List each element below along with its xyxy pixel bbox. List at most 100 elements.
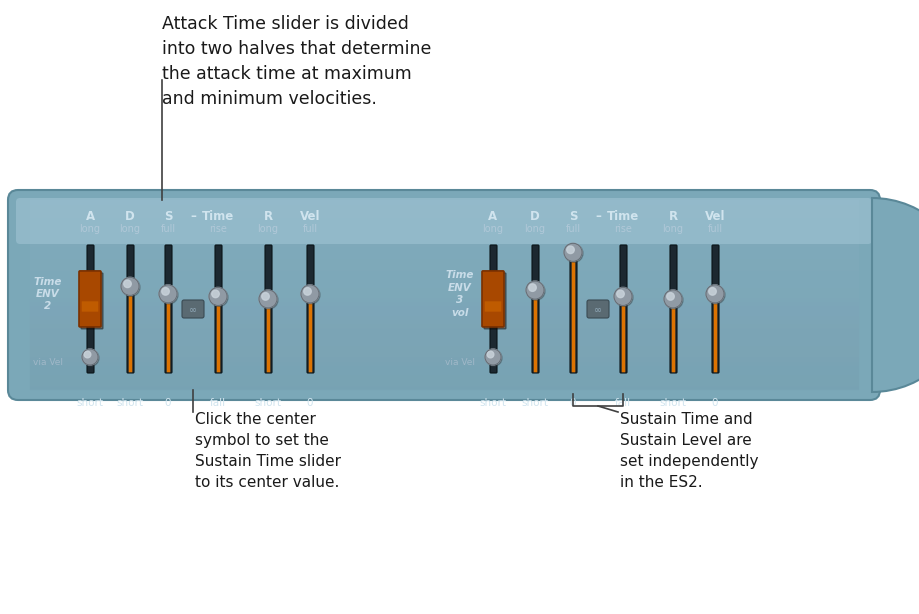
Text: Time
ENV
3
vol: Time ENV 3 vol (446, 270, 473, 317)
FancyBboxPatch shape (619, 245, 627, 373)
Text: Time: Time (607, 210, 639, 223)
Circle shape (616, 290, 624, 298)
FancyBboxPatch shape (87, 245, 94, 373)
Wedge shape (871, 198, 919, 392)
Circle shape (259, 290, 277, 308)
FancyBboxPatch shape (586, 300, 608, 318)
Text: full: full (160, 224, 176, 234)
Circle shape (211, 290, 219, 298)
Circle shape (485, 350, 502, 366)
Text: via Vel: via Vel (445, 357, 474, 367)
FancyBboxPatch shape (490, 245, 496, 373)
FancyBboxPatch shape (165, 245, 172, 373)
Circle shape (666, 293, 674, 300)
FancyBboxPatch shape (182, 300, 204, 318)
Circle shape (705, 285, 723, 303)
FancyBboxPatch shape (79, 271, 101, 327)
Circle shape (301, 285, 319, 303)
Text: ∞: ∞ (188, 305, 197, 315)
Circle shape (664, 291, 682, 309)
Text: short: short (255, 398, 281, 408)
FancyBboxPatch shape (483, 273, 505, 329)
FancyBboxPatch shape (129, 286, 132, 372)
Circle shape (613, 287, 631, 305)
Circle shape (301, 286, 320, 304)
FancyBboxPatch shape (127, 245, 134, 373)
Text: 0: 0 (569, 398, 575, 408)
Circle shape (209, 287, 227, 305)
Text: Vel: Vel (704, 210, 724, 223)
Text: long: long (662, 224, 683, 234)
FancyBboxPatch shape (267, 298, 270, 372)
Text: rise: rise (613, 224, 631, 234)
Text: A: A (85, 210, 95, 223)
Text: Click the center
symbol to set the
Sustain Time slider
to its center value.: Click the center symbol to set the Susta… (195, 412, 341, 490)
Circle shape (528, 284, 536, 292)
Circle shape (563, 243, 582, 262)
Circle shape (564, 244, 583, 262)
Circle shape (664, 290, 681, 308)
Circle shape (82, 349, 98, 365)
Text: Vel: Vel (300, 210, 320, 223)
Circle shape (123, 280, 131, 287)
FancyBboxPatch shape (621, 296, 625, 372)
Text: Time
ENV
2: Time ENV 2 (34, 276, 62, 311)
Text: full: full (707, 224, 721, 234)
Text: via Vel: via Vel (33, 357, 62, 367)
Text: long: long (79, 224, 100, 234)
Text: 0: 0 (306, 398, 312, 408)
Text: long: long (524, 224, 545, 234)
Text: fall: fall (210, 398, 226, 408)
Circle shape (210, 289, 228, 306)
Text: S: S (164, 210, 172, 223)
FancyBboxPatch shape (307, 245, 313, 373)
FancyBboxPatch shape (16, 198, 871, 244)
Text: long: long (119, 224, 141, 234)
FancyBboxPatch shape (713, 293, 717, 372)
Circle shape (162, 287, 169, 295)
Circle shape (706, 286, 724, 304)
Text: ∞: ∞ (594, 305, 601, 315)
Text: Sustain Time and
Sustain Level are
set independently
in the ES2.: Sustain Time and Sustain Level are set i… (619, 412, 757, 490)
Circle shape (708, 287, 716, 295)
Text: A: A (488, 210, 497, 223)
Text: 0: 0 (711, 398, 718, 408)
Text: full: full (302, 224, 317, 234)
FancyBboxPatch shape (669, 245, 676, 373)
Text: S: S (568, 210, 576, 223)
Circle shape (160, 286, 177, 304)
Text: R: R (263, 210, 272, 223)
Text: fall: fall (614, 398, 630, 408)
FancyBboxPatch shape (533, 290, 537, 372)
Text: short: short (76, 398, 104, 408)
Circle shape (122, 278, 140, 297)
Circle shape (159, 285, 176, 303)
FancyBboxPatch shape (265, 245, 272, 373)
Text: Attack Time slider is divided
into two halves that determine
the attack time at : Attack Time slider is divided into two h… (162, 15, 431, 108)
Text: short: short (521, 398, 548, 408)
FancyBboxPatch shape (8, 190, 879, 400)
FancyBboxPatch shape (217, 296, 220, 372)
Text: –: – (190, 210, 196, 223)
Text: Time: Time (201, 210, 233, 223)
Text: long: long (257, 224, 278, 234)
FancyBboxPatch shape (215, 245, 221, 373)
FancyBboxPatch shape (166, 293, 170, 372)
FancyBboxPatch shape (531, 245, 539, 373)
Text: 0: 0 (165, 398, 171, 408)
Text: rise: rise (209, 224, 227, 234)
Text: D: D (125, 210, 135, 223)
FancyBboxPatch shape (484, 301, 501, 312)
Text: short: short (117, 398, 143, 408)
Text: D: D (529, 210, 539, 223)
FancyBboxPatch shape (570, 245, 576, 373)
Circle shape (303, 287, 311, 295)
Circle shape (487, 351, 494, 358)
Text: short: short (479, 398, 506, 408)
Circle shape (84, 351, 91, 358)
Text: long: long (482, 224, 503, 234)
Circle shape (121, 278, 139, 295)
Text: full: full (565, 224, 580, 234)
Circle shape (260, 291, 278, 309)
Text: R: R (668, 210, 676, 223)
